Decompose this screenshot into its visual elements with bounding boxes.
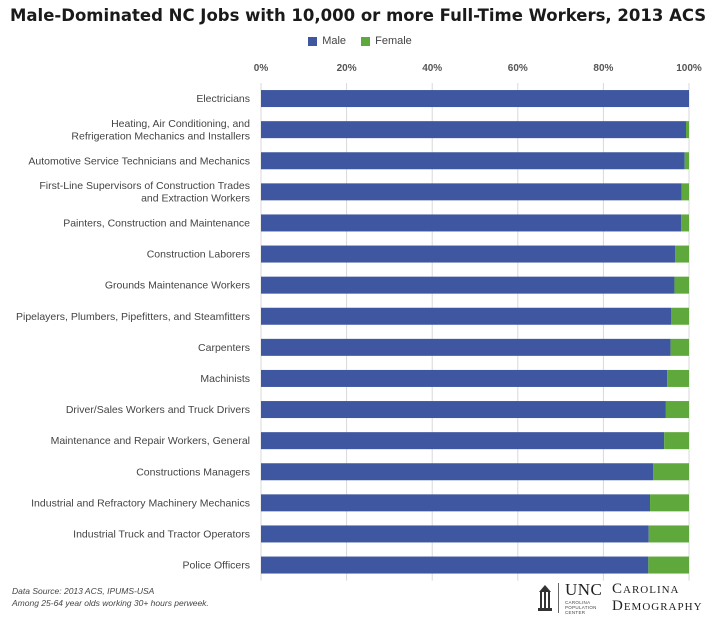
bar-female [671, 307, 689, 325]
bar-male [261, 90, 689, 108]
logo-carolina-demography: Carolina Demography [612, 581, 703, 615]
bar-male [261, 401, 666, 419]
x-tick-label: 0% [254, 63, 269, 74]
bar-male [261, 463, 654, 481]
category-label: Pipelayers, Plumbers, Pipefitters, and S… [16, 311, 250, 323]
bar-female [684, 152, 689, 170]
category-label: Machinists [200, 373, 250, 385]
bars [261, 90, 689, 574]
x-tick-labels: 0% 20% 40% 60% 80% 100% [254, 63, 702, 74]
bar-female [670, 338, 689, 356]
bar-male [261, 338, 671, 356]
bar-male [261, 121, 687, 139]
category-label: Grounds Maintenance Workers [105, 280, 250, 292]
bar-female [665, 401, 689, 419]
bar-female [681, 214, 689, 232]
bar-female [675, 245, 689, 263]
bar-female [681, 183, 689, 201]
bar-male [261, 369, 668, 387]
chart-title: Male-Dominated NC Jobs with 10,000 or mo… [10, 6, 707, 25]
legend: Male Female [0, 35, 720, 49]
x-tick-label: 40% [422, 63, 442, 74]
category-label: Automotive Service Technicians and Mecha… [28, 155, 250, 167]
bar-male [261, 152, 685, 170]
bar-male [261, 276, 675, 294]
legend-swatch-female [361, 36, 371, 46]
x-tick-label: 20% [337, 63, 357, 74]
x-tick-label: 80% [593, 63, 613, 74]
logo-unc: UNC [565, 580, 603, 599]
category-label: Painters, Construction and Maintenance [63, 217, 250, 229]
bar-male [261, 307, 672, 325]
legend-label-male: Male [322, 35, 347, 47]
bar-female [674, 276, 689, 294]
logo-name-line-2: Demography [612, 598, 703, 614]
category-label: First-Line Supervisors of Construction T… [39, 180, 250, 205]
category-label: Industrial and Refractory Machinery Mech… [31, 497, 250, 509]
x-tick-label: 60% [508, 63, 528, 74]
bar-male [261, 556, 649, 574]
legend-item-male: Male [308, 35, 346, 47]
category-label: Industrial Truck and Tractor Operators [73, 528, 250, 540]
category-labels: Electricians Heating, Air Conditioning, a… [16, 93, 251, 572]
source-note: Data Source: 2013 ACS, IPUMS-USA Among 2… [12, 585, 209, 609]
bar-female [667, 369, 689, 387]
bar-male [261, 525, 649, 543]
category-label: Construction Laborers [147, 249, 250, 261]
bar-female [648, 556, 689, 574]
bar-female [686, 121, 689, 139]
unc-well-icon [538, 585, 552, 611]
category-label: Maintenance and Repair Workers, General [51, 435, 250, 447]
x-tick-label: 100% [676, 63, 702, 74]
bar-female [664, 432, 689, 450]
logo-center-text: CAROLINA POPULATION CENTER [565, 600, 597, 615]
source-line-2: Among 25-64 year olds working 30+ hours … [12, 598, 209, 608]
legend-item-female: Female [361, 35, 412, 47]
source-line-1: Data Source: 2013 ACS, IPUMS-USA [12, 586, 155, 596]
category-label: Driver/Sales Workers and Truck Drivers [66, 404, 250, 416]
unc-carolina-demography-logo: UNC CAROLINA POPULATION CENTER Carolina … [538, 580, 718, 618]
bar-male [261, 214, 682, 232]
category-label: Electricians [196, 93, 250, 105]
legend-label-female: Female [375, 35, 412, 47]
bar-male [261, 432, 665, 450]
logo-divider [558, 583, 559, 613]
bar-male [261, 494, 651, 512]
bar-male [261, 245, 676, 263]
category-label: Carpenters [198, 342, 250, 354]
logo-name-line-1: Carolina [612, 581, 680, 597]
bar-female [650, 494, 689, 512]
bar-female [653, 463, 689, 481]
legend-swatch-male [308, 36, 318, 46]
category-label: Heating, Air Conditioning, and Refrigerat… [71, 118, 250, 142]
bar-male [261, 183, 682, 201]
category-label: Police Officers [183, 560, 251, 572]
bar-female [648, 525, 689, 543]
category-label: Constructions Managers [136, 466, 250, 478]
